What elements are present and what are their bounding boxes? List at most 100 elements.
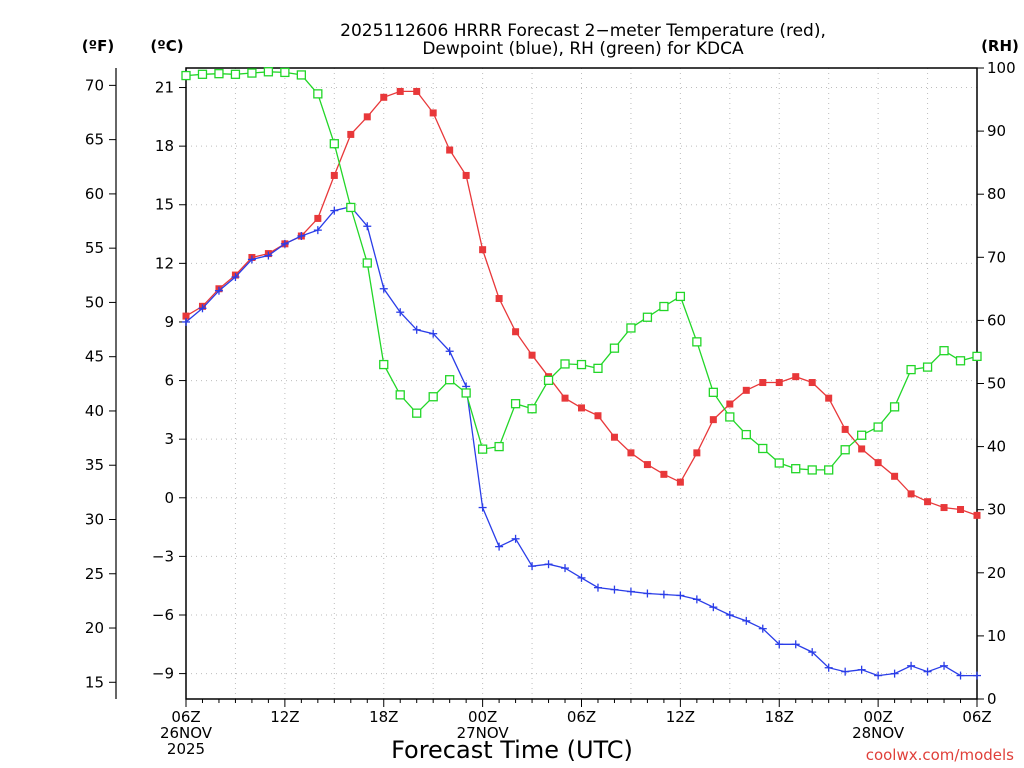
data-point [429, 329, 438, 338]
data-point [874, 671, 883, 680]
data-point [940, 661, 949, 670]
data-point [330, 206, 339, 215]
data-point [561, 394, 569, 402]
data-point [659, 590, 668, 599]
rh-tick-label: 30 [987, 501, 1006, 519]
data-point [181, 70, 191, 81]
data-point [924, 498, 932, 506]
time-tick-label: 06Z [567, 708, 596, 726]
data-point [512, 328, 520, 336]
data-point [280, 67, 290, 78]
data-point [840, 445, 850, 455]
series-rh [181, 67, 982, 475]
data-point [347, 130, 355, 138]
data-point [742, 616, 751, 625]
data-point [807, 465, 817, 475]
data-point [593, 583, 602, 592]
data-point [379, 359, 389, 370]
data-point [907, 661, 916, 670]
celsius-tick-label: −6 [152, 606, 174, 624]
data-point [594, 412, 602, 420]
data-point [758, 443, 768, 454]
data-point [395, 390, 405, 400]
fahrenheit-tick-label: 40 [85, 402, 104, 420]
data-series [181, 67, 982, 680]
data-point [609, 343, 620, 353]
x-axis-title: Forecast Time (UTC) [391, 736, 633, 764]
time-tick-label: 12Z [270, 708, 299, 726]
data-point [775, 379, 783, 387]
data-point [445, 347, 454, 356]
data-point [479, 246, 487, 254]
rh-tick-label: 10 [987, 627, 1006, 645]
data-point [890, 669, 899, 678]
data-point [825, 394, 833, 402]
data-point [182, 317, 190, 326]
data-point [198, 304, 207, 313]
series-dewpoint [182, 202, 981, 680]
data-point [973, 511, 981, 519]
data-point [527, 404, 537, 414]
time-tick-label: 12Z [666, 708, 695, 726]
data-point [445, 375, 455, 385]
celsius-tick-label: 15 [155, 196, 174, 214]
data-point [477, 444, 488, 454]
data-point [494, 441, 504, 452]
series-temperature [182, 87, 981, 519]
data-point [593, 363, 603, 374]
time-tick-label: 06Z [171, 708, 200, 726]
data-point [940, 504, 948, 512]
data-point [725, 610, 734, 619]
data-point [264, 251, 273, 260]
data-point [296, 70, 307, 80]
data-point [462, 171, 470, 179]
celsius-tick-label: 9 [164, 313, 174, 331]
rh-unit-label: (RH) [981, 37, 1019, 55]
fahrenheit-tick-label: 15 [85, 673, 104, 691]
data-point [957, 506, 965, 514]
rh-tick-label: 100 [987, 59, 1016, 77]
data-point [330, 171, 338, 179]
series-line [185, 205, 977, 677]
fahrenheit-tick-label: 60 [85, 185, 104, 203]
data-point [758, 624, 767, 633]
celsius-unit-label: (ºC) [150, 37, 183, 55]
data-point [528, 562, 537, 571]
data-point [247, 255, 256, 264]
data-point [231, 273, 240, 282]
fahrenheit-tick-label: 70 [85, 76, 104, 94]
data-point [643, 589, 652, 598]
time-tick-label: 28NOV [852, 724, 905, 742]
data-point [955, 356, 966, 366]
data-point [313, 89, 323, 99]
data-point [428, 392, 438, 402]
data-point [956, 671, 965, 680]
data-point [923, 667, 932, 676]
time-tick-label: 18Z [369, 708, 398, 726]
data-point [626, 323, 636, 333]
celsius-tick-label: −3 [152, 547, 174, 565]
data-point [642, 312, 653, 322]
rh-tick-label: 50 [987, 375, 1006, 393]
fahrenheit-tick-label: 30 [85, 510, 104, 528]
data-point [742, 386, 750, 394]
data-point [857, 665, 866, 674]
data-point [379, 284, 388, 293]
data-point [412, 325, 421, 334]
data-point [610, 585, 619, 594]
data-point [363, 113, 371, 121]
fahrenheit-tick-label: 50 [85, 293, 104, 311]
data-point [363, 222, 372, 231]
rh-tick-label: 20 [987, 564, 1006, 582]
data-point [626, 587, 635, 596]
fahrenheit-axis: 70 65 60 55 50 45 40 35 30 25 20 15 [85, 68, 117, 699]
data-point [511, 534, 520, 543]
fahrenheit-tick-label: 45 [85, 348, 104, 366]
data-point [412, 408, 422, 418]
fahrenheit-tick-label: 20 [85, 619, 104, 637]
data-point [741, 429, 751, 440]
data-point [230, 69, 241, 79]
source-credit: coolwx.com/models [866, 746, 1014, 764]
